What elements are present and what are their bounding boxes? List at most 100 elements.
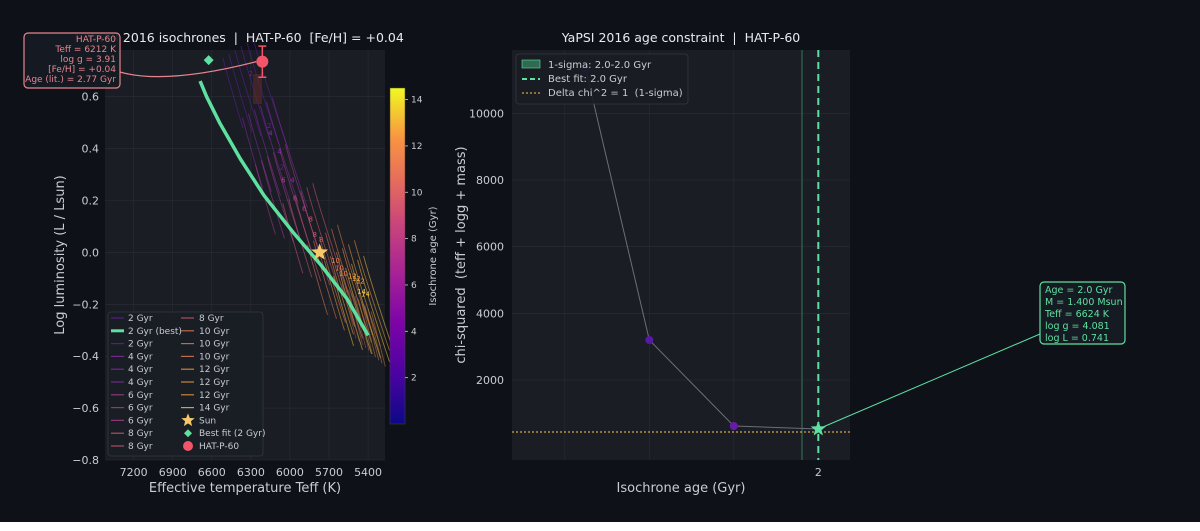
isochrone-label: 14 [361,291,370,299]
isochrone-track [282,203,304,274]
hr-y-tick-label: −0.4 [72,350,99,363]
legend-label: 4 Gyr [128,352,153,362]
colorbar-tick-label: 8 [411,235,417,245]
best-annotation-leader [818,333,1041,430]
isochrone-track [266,156,294,243]
legend-label: 6 Gyr [128,416,153,426]
isochrone-track [324,260,345,331]
legend-label: 2 Gyr [128,314,153,324]
isochrone-label: 12 [356,278,365,286]
hr-title: YaPSI 2016 isochrones | HAT-P-60 [Fe/H] … [85,30,404,45]
target-marker [256,45,269,78]
legend-label-best: Best fit: 2.0 Gyr [548,74,628,85]
legend-label: Best fit (2 Gyr) [199,429,265,439]
colorbar-tick-label: 12 [411,142,422,152]
chi2-x-label: Isochrone age (Gyr) [617,481,746,496]
age-colorbar: 2 4 6 8 10 12 14 Isochrone age (Gyr) [389,87,439,425]
best-annotation-box [1039,281,1126,345]
hr-y-tick-label: 0.4 [82,143,100,156]
isochrone-track [364,305,380,361]
legend-label: 8 Gyr [128,429,153,439]
chi2-point [729,422,738,430]
isochrone-label: 4 [268,130,273,138]
legend-label: 12 Gyr [199,365,230,375]
hr-legend-box [107,311,264,457]
legend-label: 4 Gyr [128,365,153,375]
chi2-axes-background [512,50,850,460]
chi2-y-tick-label: 8000 [476,174,504,187]
isochrone-track [294,195,322,282]
colorbar-tick-label: 14 [411,96,423,106]
legend-label-sigma: 1-sigma: 2.0-2.0 Gyr [548,60,652,71]
chi2-legend: 1-sigma: 2.0-2.0 Gyr Best fit: 2.0 Gyr D… [515,53,689,105]
isochrone-track [228,53,253,133]
isochrone-track [259,105,290,200]
isochrone-track [247,113,272,192]
legend-target-swatch [183,441,193,451]
target-shadow [253,74,262,104]
target-annotation-box [23,32,121,89]
chi2-x-tick-label: 2 [815,466,822,479]
isochrone-track [337,224,373,335]
target-annotation: HAT-P-60 Teff = 6212 K log g = 3.91 [Fe/… [23,32,121,89]
hr-grid [105,50,385,461]
best-annotation-line-1: Age = 2.0 Gyr [1045,285,1112,296]
hr-x-tick-label: 7200 [120,466,148,479]
hr-y-tick-label: −0.2 [72,298,99,311]
legend-label: 6 Gyr [128,404,153,414]
chi2-y-tick-label: 4000 [476,307,504,320]
isochrone-track [222,57,244,129]
hr-x-tick-label: 6000 [276,466,304,479]
colorbar-tick-label: 4 [411,327,417,337]
hr-y-tick-label: −0.8 [72,454,99,467]
annotation-line-3: log g = 3.91 [60,55,116,65]
hr-y-tick-label: 0.6 [82,91,100,104]
colorbar-gradient [389,87,406,425]
best-annotation-line-5: log L = 0.741 [1045,333,1109,344]
isochrone-track [240,45,271,141]
isochrone-track [253,109,281,196]
isochrone-track [357,259,390,363]
target-point [256,55,269,68]
chi2-ticks: 2 2000 4000 6000 8000 10000 [469,107,822,479]
best-fit-diamond [203,55,214,66]
isochrone-label: 10 [335,265,344,273]
legend-label: 6 Gyr [128,391,153,401]
isochrone-label: 6 [293,195,298,203]
hr-y-tick-label: 0.2 [82,195,100,208]
isochrone-track [351,263,381,359]
isochrone-label: 8 [312,231,316,239]
isochrone-label: 6 [302,205,307,213]
legend-label: Sun [199,416,216,426]
annotation-line-1: HAT-P-60 [76,35,116,45]
hr-isochrones [222,37,399,367]
isochrone-track [306,187,340,290]
legend-label: 12 Gyr [199,391,230,401]
best-annotation-line-4: log g = 4.081 [1045,321,1110,332]
chi2-y-tick-label: 6000 [476,241,504,254]
isochrone-track [348,244,381,347]
legend-label: 10 Gyr [199,340,230,350]
hr-x-label: Effective temperature Teff (K) [149,481,341,496]
hr-ticks: 7200 6900 6600 6300 6000 5700 5400 −0.8 −0.6 −0.4… [72,91,382,479]
hr-y-tick-label: 0.0 [82,246,100,259]
colorbar-tick-label: 6 [411,281,417,291]
legend-sun-swatch [181,413,195,427]
isochrone-track [312,183,349,294]
isochrone-label: 14 [357,288,366,296]
isochrone-label: 4 [277,148,282,156]
colorbar-ticks: 2 4 6 8 10 12 14 [405,96,423,384]
annotation-line-5: Age (lit.) = 2.77 Gyr [25,75,116,85]
isochrone-label: 2 [249,70,253,78]
isochrone-label: 2 [267,122,271,130]
isochrone-track [361,302,376,358]
legend-label: 2 Gyr [128,340,153,350]
legend-label: 10 Gyr [199,327,230,337]
legend-label: 2 Gyr (best) [128,327,182,337]
isochrone-label: 4 [290,176,295,184]
isochrone-label: 10 [339,270,348,278]
legend-label: 8 Gyr [199,314,224,324]
best-annotation: Age = 2.0 Gyr M = 1.400 Msun Teff = 6624… [1039,281,1126,345]
